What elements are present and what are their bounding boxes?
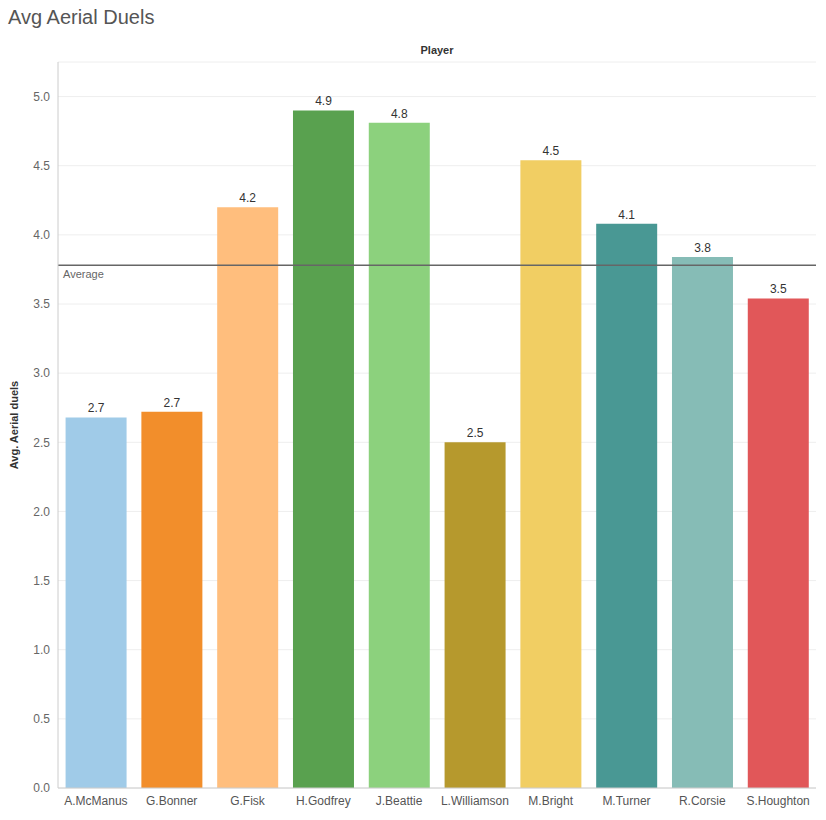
svg-text:4.5: 4.5 — [33, 159, 50, 173]
html-text:Player: Player — [420, 44, 454, 56]
svg-text:4.8: 4.8 — [391, 107, 408, 121]
svg-text:A.McManus: A.McManus — [64, 794, 127, 808]
svg-text:3.0: 3.0 — [33, 366, 50, 380]
svg-text:G.Fisk: G.Fisk — [230, 794, 266, 808]
svg-text:M.Turner: M.Turner — [602, 794, 650, 808]
svg-text:R.Corsie: R.Corsie — [679, 794, 726, 808]
svg-text:Avg. Aerial duels: Avg. Aerial duels — [8, 381, 20, 469]
svg-text:3.8: 3.8 — [694, 241, 711, 255]
svg-text:1.0: 1.0 — [33, 643, 50, 657]
svg-text:2.0: 2.0 — [33, 505, 50, 519]
svg-text:M.Bright: M.Bright — [528, 794, 573, 808]
svg-text:0.5: 0.5 — [33, 712, 50, 726]
svg-text:4.0: 4.0 — [33, 228, 50, 242]
svg-text:3.5: 3.5 — [33, 297, 50, 311]
svg-text:4.9: 4.9 — [315, 94, 332, 108]
svg-text:2.5: 2.5 — [33, 436, 50, 450]
svg-text:4.2: 4.2 — [239, 191, 256, 205]
svg-text:4.5: 4.5 — [543, 144, 560, 158]
svg-text:2.7: 2.7 — [164, 396, 181, 410]
svg-text:G.Bonner: G.Bonner — [146, 794, 197, 808]
html-text:Avg Aerial Duels: Avg Aerial Duels — [8, 6, 155, 28]
svg-text:2.5: 2.5 — [467, 426, 484, 440]
svg-text:3.5: 3.5 — [770, 282, 787, 296]
svg-text:1.5: 1.5 — [33, 574, 50, 588]
svg-text:J.Beattie: J.Beattie — [376, 794, 423, 808]
svg-text:5.0: 5.0 — [33, 90, 50, 104]
svg-text:4.1: 4.1 — [618, 208, 635, 222]
svg-text:2.7: 2.7 — [88, 401, 105, 415]
svg-text:0.0: 0.0 — [33, 781, 50, 795]
svg-text:L.Williamson: L.Williamson — [441, 794, 509, 808]
svg-text:S.Houghton: S.Houghton — [746, 794, 809, 808]
svg-text:H.Godfrey: H.Godfrey — [296, 794, 351, 808]
svg-text:Average: Average — [63, 268, 104, 280]
